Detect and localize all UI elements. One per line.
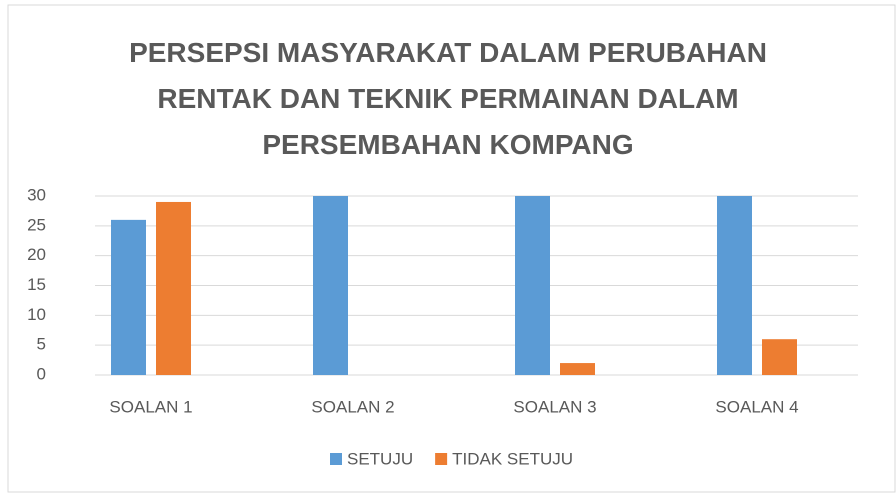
x-tick-label: SOALAN 4 <box>715 397 798 416</box>
x-tick-label: SOALAN 2 <box>311 397 394 416</box>
bar <box>156 201 191 375</box>
legend-label: TIDAK SETUJU <box>452 449 573 468</box>
y-tick-label: 0 <box>37 364 46 383</box>
bar <box>515 196 550 375</box>
x-tick-label: SOALAN 1 <box>109 397 192 416</box>
y-tick-label: 15 <box>27 275 46 294</box>
legend-swatch <box>435 453 448 465</box>
bar <box>313 196 348 375</box>
y-tick-label: 30 <box>27 185 46 204</box>
bar <box>560 363 595 375</box>
bar <box>762 339 797 375</box>
x-tick-label: SOALAN 3 <box>513 397 596 416</box>
chart-border <box>7 4 896 493</box>
y-tick-label: 20 <box>27 245 46 264</box>
bar <box>717 196 752 375</box>
legend-label: SETUJU <box>347 449 413 468</box>
bar <box>111 219 146 375</box>
y-tick-label: 25 <box>27 215 46 234</box>
y-tick-label: 10 <box>27 305 46 324</box>
y-tick-label: 5 <box>37 335 46 354</box>
chart-title: PERSEPSI MASYARAKAT DALAM PERUBAHAN RENT… <box>129 37 767 160</box>
legend-swatch <box>330 453 342 465</box>
